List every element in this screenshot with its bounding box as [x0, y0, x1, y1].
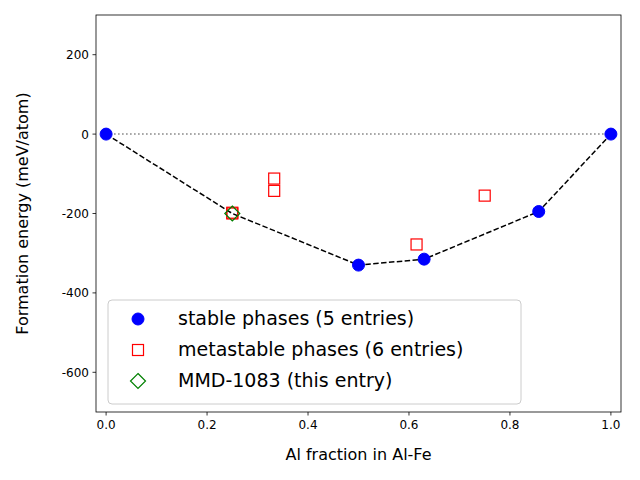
chart: 0.0 0.2 0.4 0.6 0.8 1.0 -600 -400 -200 0 200 Al fra…	[0, 0, 640, 480]
x-axis-label: Al fraction in Al-Fe	[285, 445, 431, 464]
x-tick	[408, 412, 409, 416]
x-tick-label: 0.6	[399, 418, 418, 432]
y-tick	[93, 292, 97, 293]
point	[533, 206, 545, 218]
x-tick-label: 0.2	[198, 418, 217, 432]
point	[479, 190, 490, 201]
x-tick	[106, 412, 107, 416]
x-tick	[308, 412, 309, 416]
legend-marker	[132, 313, 144, 325]
frame	[96, 15, 621, 412]
point	[605, 128, 617, 140]
x-tick	[610, 412, 611, 416]
legend-label: MMD-1083 (this entry)	[178, 369, 392, 391]
point	[225, 206, 240, 221]
y-tick-label: 200	[66, 48, 89, 62]
x-tick-label: 1.0	[601, 418, 620, 432]
point	[418, 253, 430, 265]
y-axis-label: Formation energy (meV/atom)	[13, 92, 32, 334]
y-tick	[93, 134, 97, 135]
point	[269, 173, 280, 184]
x-tick	[207, 412, 208, 416]
legend-marker	[133, 345, 144, 356]
y-tick-label: 0	[81, 128, 89, 142]
x-tick	[509, 412, 510, 416]
point	[269, 185, 280, 196]
legend-label: metastable phases (6 entries)	[178, 338, 463, 360]
y-tick-label: -400	[62, 286, 89, 300]
legend-marker	[131, 374, 146, 389]
line	[106, 134, 611, 265]
point	[411, 239, 422, 250]
legend-label: stable phases (5 entries)	[178, 307, 414, 329]
point	[353, 259, 365, 271]
point	[100, 128, 112, 140]
y-tick	[93, 372, 97, 373]
legend-frame	[108, 300, 521, 404]
legend: stable phases (5 entries) metastable phas…	[108, 300, 521, 404]
plot-area	[100, 128, 617, 271]
y-tick	[93, 213, 97, 214]
x-tick-label: 0.0	[97, 418, 116, 432]
y-tick-label: -600	[62, 366, 89, 380]
x-tick-label: 0.4	[298, 418, 317, 432]
line	[106, 133, 611, 135]
x-tick-label: 0.8	[500, 418, 519, 432]
y-tick-label: -200	[62, 207, 89, 221]
y-tick	[93, 54, 97, 55]
